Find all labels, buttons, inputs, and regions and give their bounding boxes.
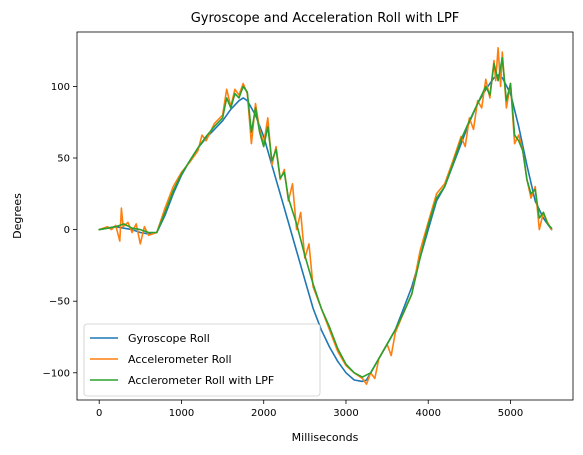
x-tick-label: 4000	[416, 408, 441, 419]
axes-border	[76, 31, 574, 401]
x-tick-label: 1000	[169, 408, 194, 419]
x-tick-label: 0	[96, 408, 102, 419]
legend-label: Gyroscope Roll	[128, 332, 210, 345]
legend-box	[83, 323, 321, 397]
x-tick-label: 2000	[251, 408, 276, 419]
legend: Gyroscope Roll Accelerometer Roll Acclerom…	[83, 323, 321, 397]
legend-label: Accelerometer Roll	[128, 353, 232, 366]
x-tick-label: 3000	[333, 408, 358, 419]
x-tick-label: 5000	[498, 408, 523, 419]
series-layer	[98, 46, 553, 386]
y-axis: −100 −50 0 50 100	[43, 82, 77, 379]
y-tick-label: −100	[43, 368, 70, 379]
y-axis-label: Degrees	[11, 193, 24, 239]
y-tick-label: 50	[57, 154, 70, 165]
x-axis: 0 1000 2000 3000 4000 5000	[96, 400, 523, 419]
series-line-3	[98, 56, 553, 378]
y-tick-label: 100	[51, 82, 70, 93]
chart-title: Gyroscope and Acceleration Roll with LPF	[191, 11, 460, 26]
y-tick-label: 0	[64, 225, 70, 236]
x-axis-label: Milliseconds	[292, 431, 359, 444]
legend-label: Acclerometer Roll with LPF	[128, 374, 274, 387]
y-tick-label: −50	[49, 297, 70, 308]
